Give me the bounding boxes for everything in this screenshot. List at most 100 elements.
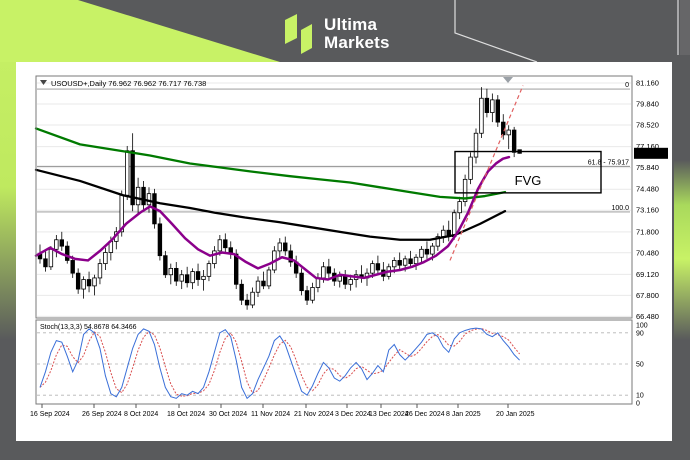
candle-body <box>206 263 212 277</box>
stoch-main-line <box>39 327 520 400</box>
left-lime-strip <box>0 0 16 340</box>
candle-body <box>435 236 441 247</box>
candle-body <box>495 99 500 123</box>
fibonacci-retracement: 0 61.8 - 75.917 100.0 <box>37 82 630 213</box>
current-price-badge <box>634 147 668 159</box>
candle-body <box>201 275 206 280</box>
candle-body <box>479 97 484 134</box>
date-tick-label: 8 Jan 2025 <box>446 411 481 418</box>
candle-body <box>190 271 195 284</box>
candle-body <box>321 266 326 279</box>
candle-body <box>157 223 163 257</box>
candle-body <box>59 239 64 247</box>
candle-body <box>451 212 457 237</box>
chart-shift-marker-icon <box>503 77 513 83</box>
price-tick-label: 66.480 <box>636 312 659 321</box>
right-lime-strip <box>674 160 690 340</box>
candle-body <box>250 291 255 306</box>
price-tick-label: 79.840 <box>636 99 659 108</box>
candle-body <box>212 250 217 265</box>
candle-body <box>81 279 86 290</box>
date-tick-label: 11 Nov 2024 <box>251 411 290 418</box>
price-pane-border <box>35 75 633 319</box>
candle-body <box>141 186 146 206</box>
price-tick-label: 81.160 <box>636 79 659 88</box>
candle-body <box>163 255 168 276</box>
candle-body <box>184 274 190 284</box>
candle-body <box>473 132 479 158</box>
candle-body <box>375 263 381 271</box>
brand-logo: Ultima Markets <box>284 12 390 56</box>
logo-word-1: Ultima <box>324 15 378 35</box>
candle-body <box>304 290 310 301</box>
candle-body <box>168 267 173 276</box>
ultima-markets-logo-icon <box>285 14 312 54</box>
candle-body <box>97 263 103 279</box>
date-tick-label: 8 Oct 2024 <box>124 411 158 418</box>
stoch-pane-border <box>35 319 633 405</box>
candle-body <box>54 239 59 250</box>
fib-label: 61.8 - 75.917 <box>588 159 629 166</box>
candle-body <box>397 260 402 266</box>
candle-body <box>413 256 419 265</box>
price-tick-label: 74.480 <box>636 185 659 194</box>
candle-body <box>125 150 130 196</box>
price-tick-label: 70.480 <box>636 248 659 257</box>
date-tick-label: 30 Oct 2024 <box>209 411 247 418</box>
moving-averages <box>34 127 511 281</box>
date-tick-label: 26 Dec 2024 <box>405 411 445 418</box>
candle-body <box>179 274 184 282</box>
candle-body <box>65 245 70 261</box>
candle-body <box>103 252 108 265</box>
candle-body <box>130 150 135 206</box>
current-price-label: 76.738 <box>637 149 660 158</box>
stoch-signal-line <box>39 328 520 397</box>
chart-title: USOUSD+,Daily 76.962 76.962 76.717 76.73… <box>51 79 206 88</box>
candle-body <box>266 269 272 287</box>
price-tick-label: 75.840 <box>636 163 659 172</box>
candle-body <box>457 201 462 214</box>
price-tick-label: 67.800 <box>636 291 659 300</box>
candle-body <box>244 299 250 306</box>
logo-word-2: Markets <box>324 33 390 52</box>
candle-body <box>462 178 468 203</box>
fvg-box <box>454 150 602 194</box>
candle-body <box>506 129 511 136</box>
candle-body <box>490 99 495 113</box>
outline-shape-icon <box>454 0 538 63</box>
price-tick-label: 78.520 <box>636 120 659 129</box>
candle-body <box>402 258 408 266</box>
chart-overlays: FVG <box>449 85 602 261</box>
fib-label: 0 <box>625 82 629 89</box>
candle-body <box>288 250 293 263</box>
price-axis: 81.160 79.840 78.520 77.160 75.840 74.480 73.1… <box>634 79 668 321</box>
candlesticks <box>37 87 522 310</box>
stoch-axis-label: 100 <box>636 323 648 330</box>
price-tick-label: 73.160 <box>636 206 659 215</box>
fvg-label: FVG <box>515 173 542 188</box>
candle-body <box>233 253 239 285</box>
candle-body <box>92 277 97 287</box>
candle-body <box>441 229 446 237</box>
date-tick-label: 20 Jan 2025 <box>496 411 535 418</box>
price-tick-label: 77.160 <box>636 142 659 151</box>
candle-body <box>86 279 92 287</box>
candle-body <box>326 266 332 274</box>
candle-body <box>43 258 48 268</box>
candle-body <box>511 129 517 153</box>
top-left-lime-wedge <box>0 0 280 62</box>
stoch-label: Stoch(13,3,3) 54.8678 64.3466 <box>40 324 137 331</box>
ma-green-line <box>34 127 507 200</box>
candle-body <box>392 260 397 268</box>
date-tick-label: 21 Nov 2024 <box>294 411 334 418</box>
corner-highlight <box>680 0 690 55</box>
stoch-axis-label: 0 <box>636 401 640 408</box>
candle-body <box>484 97 490 113</box>
candle-body <box>348 279 353 285</box>
candle-body <box>70 260 75 274</box>
candle-body <box>261 280 266 287</box>
candle-body <box>283 242 288 252</box>
candle-body <box>299 272 304 292</box>
